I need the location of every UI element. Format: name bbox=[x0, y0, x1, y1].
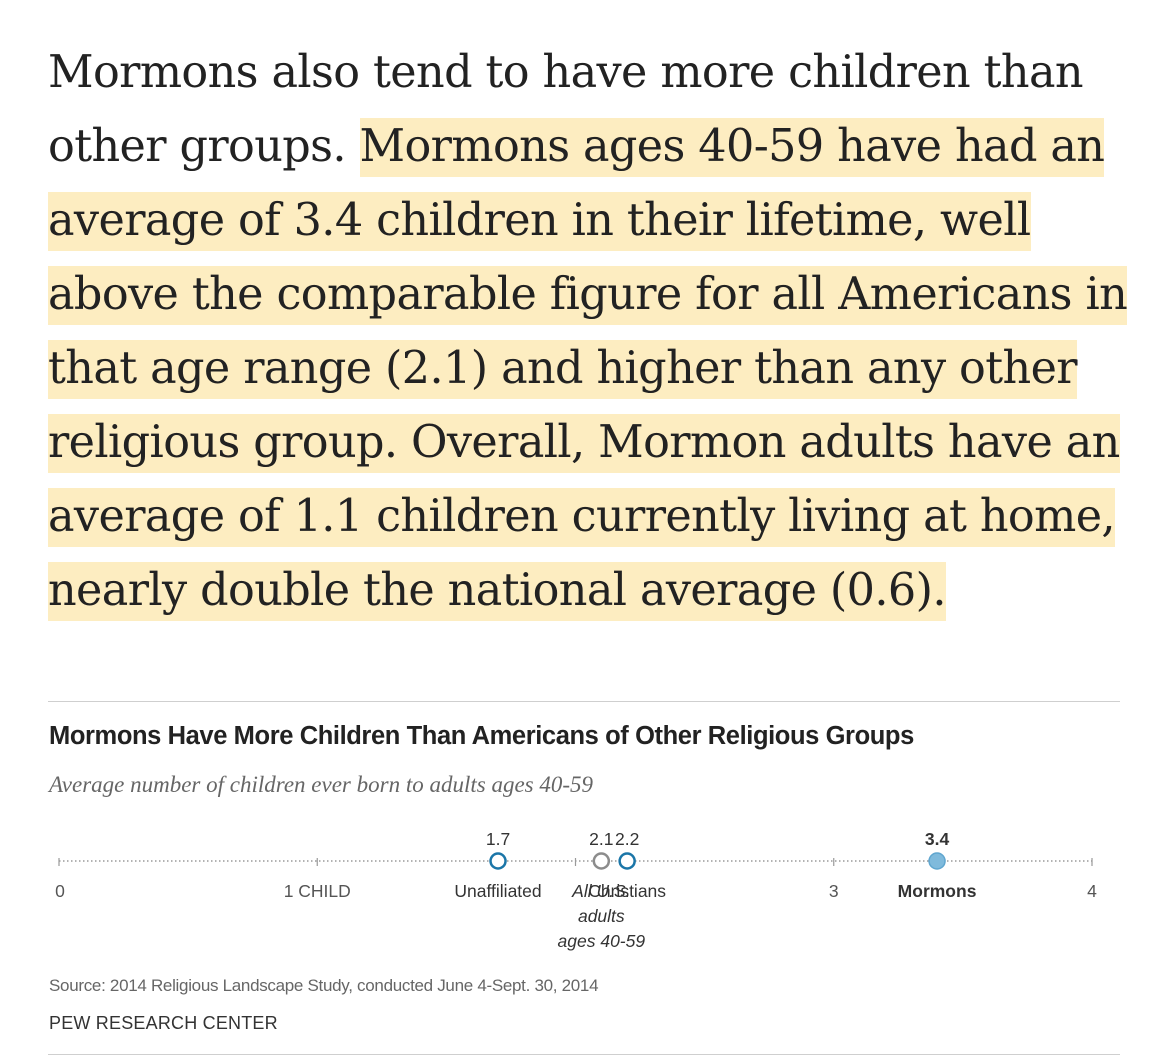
category-label: adults bbox=[578, 906, 625, 926]
article-text-highlighted: Mormons ages 40-59 have had an average o… bbox=[48, 118, 1128, 621]
data-point bbox=[928, 852, 946, 870]
data-label: 2.2 bbox=[615, 829, 639, 849]
axis-tick-label: 4 bbox=[1087, 881, 1097, 901]
category-label: All U.S. bbox=[571, 881, 630, 901]
source-note: Source: 2014 Religious Landscape Study, … bbox=[49, 976, 599, 995]
data-point bbox=[489, 852, 507, 870]
chart-bottom-rule bbox=[48, 1054, 1120, 1055]
data-label: 2.1 bbox=[589, 829, 613, 849]
axis-tick-label: 1 CHILD bbox=[284, 881, 351, 901]
category-label: Unaffiliated bbox=[454, 881, 541, 901]
data-point bbox=[618, 852, 636, 870]
dot-plot-chart: 0 1 CHILD 3 4 1.7 Unaffiliated 2.1 All U.S. adul… bbox=[55, 829, 1097, 951]
axis-tick-label: 0 bbox=[55, 881, 65, 901]
category-label: ages 40-59 bbox=[558, 931, 646, 951]
chart-subtitle: Average number of children ever born to … bbox=[49, 772, 594, 797]
category-label: Mormons bbox=[898, 881, 977, 901]
article-text-plain: Mormons also tend to have more children … bbox=[48, 47, 1084, 172]
axis-tick-label: 3 bbox=[829, 881, 839, 901]
data-point bbox=[592, 852, 611, 870]
article-paragraph: Mormons also tend to have more children … bbox=[48, 36, 1138, 628]
data-label: 1.7 bbox=[486, 829, 510, 849]
pew-research-center-logo-text: PEW RESEARCH CENTER bbox=[49, 1013, 278, 1033]
category-label: Christians bbox=[588, 881, 666, 901]
chart-title: Mormons Have More Children Than American… bbox=[49, 722, 914, 750]
chart-top-rule bbox=[48, 701, 1120, 702]
data-label: 3.4 bbox=[925, 829, 950, 849]
